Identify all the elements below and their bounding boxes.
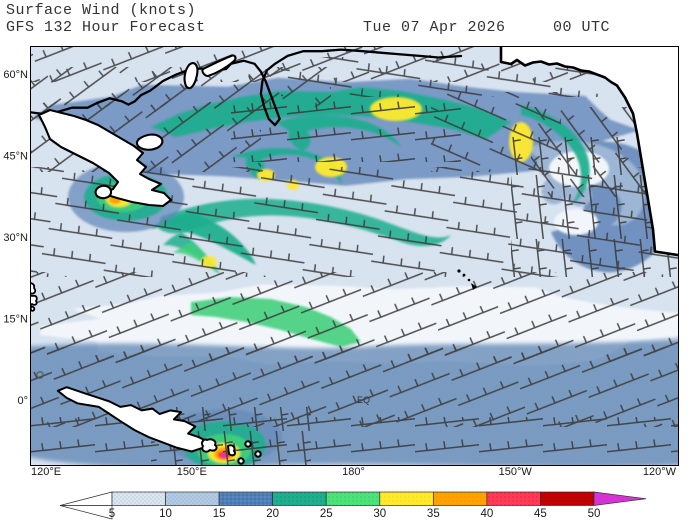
svg-text:45°N: 45°N <box>3 151 28 163</box>
svg-text:40: 40 <box>480 508 493 520</box>
svg-text:20: 20 <box>266 508 279 520</box>
svg-text:30: 30 <box>373 508 386 520</box>
svg-text:35: 35 <box>427 508 440 520</box>
svg-text:150°E: 150°E <box>177 466 207 478</box>
svg-text:15: 15 <box>213 508 226 520</box>
svg-text:10: 10 <box>159 508 172 520</box>
svg-text:120°E: 120°E <box>31 466 61 478</box>
svg-text:120°W: 120°W <box>643 466 677 478</box>
svg-text:60°N: 60°N <box>3 69 28 81</box>
svg-text:50: 50 <box>588 508 601 520</box>
svg-text:45: 45 <box>534 508 547 520</box>
svg-text:15°N: 15°N <box>3 314 28 326</box>
svg-text:150°W: 150°W <box>499 466 533 478</box>
svg-text:30°N: 30°N <box>3 232 28 244</box>
svg-text:25: 25 <box>320 508 333 520</box>
svg-text:180°: 180° <box>342 466 365 478</box>
svg-text:0°: 0° <box>17 395 28 407</box>
svg-text:5: 5 <box>109 508 115 520</box>
